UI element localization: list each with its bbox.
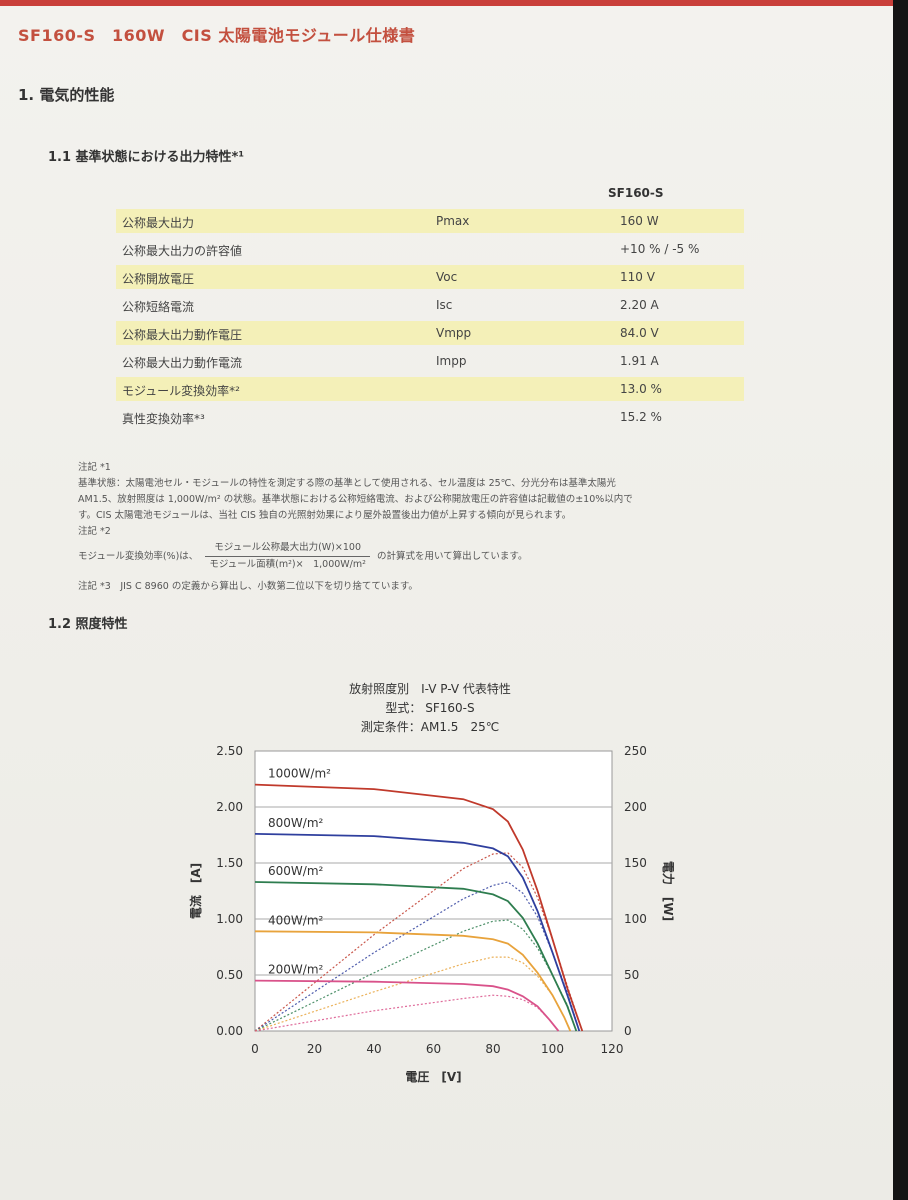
notes-block: 注記 *1 基準状態：太陽電池セル・モジュールの特性を測定する際の基準として使用… <box>78 460 798 595</box>
chart-title: 放射照度別 I-V P-V 代表特性 <box>349 682 511 696</box>
y-right-axis-label: 電力 [W] <box>661 861 676 921</box>
note1-heading: 注記 *1 <box>78 462 111 473</box>
spec-row: 公称最大出力動作電流 Impp 1.91 A <box>116 349 744 373</box>
y-left-tick-label: 1.50 <box>216 856 243 870</box>
note2-prefix: モジュール変換効率(%)は、 <box>78 551 199 562</box>
spec-symbol: Voc <box>436 270 458 284</box>
y-left-tick-label: 1.00 <box>216 912 243 926</box>
y-left-tick-label: 0.00 <box>216 1024 243 1038</box>
spec-row: モジュール変換効率*² 13.0 % <box>116 377 744 401</box>
spec-row: 真性変換効率*³ 15.2 % <box>116 405 744 429</box>
efficiency-formula: モジュール公称最大出力(W)×100 モジュール面積(m²)× 1,000W/m… <box>205 540 370 573</box>
x-axis-label: 電圧 [V] <box>405 1070 461 1084</box>
spec-label: 公称開放電圧 <box>122 272 195 286</box>
note3-line: 注記 *3 JIS C 8960 の定義から算出し、小数第二位以下を切り捨ててい… <box>78 581 418 592</box>
y-right-tick-label: 100 <box>624 912 647 926</box>
y-right-tick-label: 200 <box>624 800 647 814</box>
spec-symbol: Isc <box>436 298 453 312</box>
spec-label: 公称短絡電流 <box>122 300 195 314</box>
x-tick-label: 120 <box>601 1042 624 1056</box>
spec-label: 真性変換効率*³ <box>122 412 205 426</box>
iv-curve <box>254 833 581 1032</box>
y-left-axis-label: 電流 [A] <box>188 863 203 919</box>
chart-model: 型式： SF160-S <box>385 701 475 715</box>
y-right-tick-label: 250 <box>624 744 647 758</box>
spec-value: 13.0 % <box>620 382 662 396</box>
iv-curve <box>254 783 584 1032</box>
iv-curve <box>254 979 560 1032</box>
x-tick-label: 20 <box>307 1042 322 1056</box>
header-accent-bar <box>0 0 893 6</box>
spec-label: 公称最大出力の許容値 <box>122 244 243 258</box>
subsection-heading-irradiance: 1.2 照度特性 <box>48 617 128 632</box>
formula-denominator: モジュール面積(m²)× 1,000W/m² <box>209 559 366 570</box>
section-heading-electrical: 1. 電気的性能 <box>18 86 115 104</box>
note2-formula: モジュール変換効率(%)は、 モジュール公称最大出力(W)×100 モジュール面… <box>78 540 798 573</box>
series-label: 800W/m² <box>268 816 324 830</box>
note1-line: す。CIS 太陽電池モジュールは、当社 CIS 独自の光照射効果により屋外設置後… <box>78 510 572 521</box>
spec-symbol: Pmax <box>436 214 470 228</box>
spec-value: 160 W <box>620 214 659 228</box>
pv-curve <box>254 852 583 1032</box>
y-left-tick-label: 2.00 <box>216 800 243 814</box>
spec-row: 公称最大出力の許容値 +10 % / -5 % <box>116 237 744 261</box>
y-right-tick-label: 0 <box>624 1024 632 1038</box>
y-right-tick-label: 50 <box>624 968 639 982</box>
spec-row: 公称最大出力 Pmax 160 W <box>116 209 744 233</box>
spec-symbol: Impp <box>436 354 467 368</box>
formula-numerator: モジュール公称最大出力(W)×100 <box>205 540 370 557</box>
x-tick-label: 100 <box>541 1042 564 1056</box>
spec-value: +10 % / -5 % <box>620 242 700 256</box>
x-tick-label: 80 <box>485 1042 500 1056</box>
y-left-tick-label: 0.50 <box>216 968 243 982</box>
x-tick-label: 60 <box>426 1042 441 1056</box>
spec-value: 110 V <box>620 270 655 284</box>
spec-row: 公称短絡電流 Isc 2.20 A <box>116 293 744 317</box>
plot-area <box>254 750 613 1032</box>
spec-row: 公称最大出力動作電圧 Vmpp 84.0 V <box>116 321 744 345</box>
spec-value: 2.20 A <box>620 298 659 312</box>
series-label: 1000W/m² <box>268 767 331 781</box>
spec-symbol: Vmpp <box>436 326 472 340</box>
series-label: 400W/m² <box>268 913 324 927</box>
iv-pv-chart: 0.00 0.50 1.00 1.50 2.00 2.50 0 50 100 150 200 250 0… <box>188 744 676 1084</box>
note2-heading: 注記 *2 <box>78 526 111 537</box>
y-left-tick-label: 2.50 <box>216 744 243 758</box>
iv-curve <box>254 930 572 1032</box>
spec-row: 公称開放電圧 Voc 110 V <box>116 265 744 289</box>
spec-column-header: SF160-S <box>608 186 664 200</box>
note1-line: AM1.5、放射照度は 1,000W/m² の状態。基準状態における公称短絡電流… <box>78 494 633 505</box>
spec-value: 15.2 % <box>620 410 662 424</box>
x-tick-label: 0 <box>251 1042 259 1056</box>
subsection-heading-output: 1.1 基準状態における出力特性*¹ <box>48 150 245 165</box>
x-tick-label: 40 <box>366 1042 381 1056</box>
document-title: SF160-S 160W CIS 太陽電池モジュール仕様書 <box>18 26 416 45</box>
spec-value: 1.91 A <box>620 354 659 368</box>
spec-label: 公称最大出力 <box>122 216 195 230</box>
note1-line: 基準状態：太陽電池セル・モジュールの特性を測定する際の基準として使用される、セル… <box>78 478 616 489</box>
series-label: 600W/m² <box>268 864 324 878</box>
note2-suffix: の計算式を用いて算出しています。 <box>376 551 528 562</box>
spec-label: 公称最大出力動作電流 <box>122 356 243 370</box>
spec-value: 84.0 V <box>620 326 659 340</box>
chart-conditions: 測定条件：AM1.5 25℃ <box>360 720 500 734</box>
pv-curve <box>254 919 577 1032</box>
iv-curve <box>254 881 578 1032</box>
spec-label: 公称最大出力動作電圧 <box>122 328 243 342</box>
series-label: 200W/m² <box>268 963 324 977</box>
spec-label: モジュール変換効率*² <box>122 384 240 398</box>
y-right-tick-label: 150 <box>624 856 647 870</box>
